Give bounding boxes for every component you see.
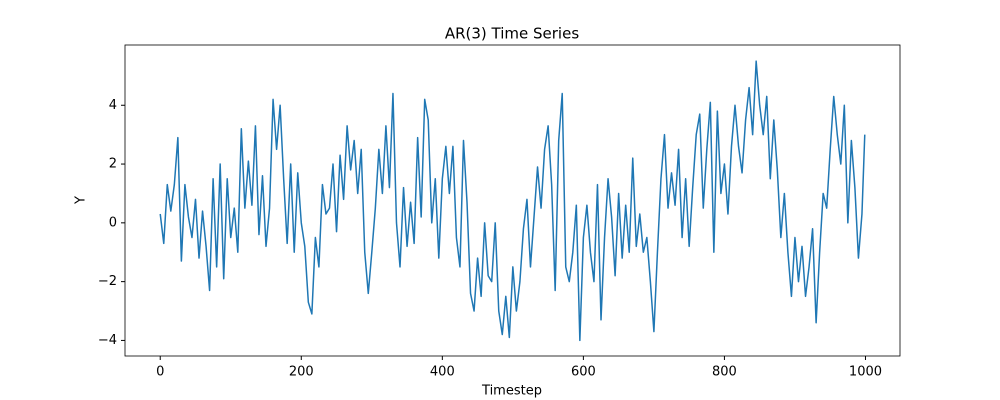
x-tick-label: 400 (430, 365, 455, 380)
x-tick-label: 1000 (849, 365, 882, 380)
y-tick-label: −4 (98, 333, 117, 348)
x-axis-label: Timestep (481, 384, 542, 399)
plot-frame (124, 44, 901, 357)
x-tick-label: 0 (156, 365, 164, 380)
y-tick-label: 4 (109, 98, 117, 113)
data-line (159, 60, 866, 342)
y-tick-label: 0 (109, 215, 117, 230)
y-tick-label: −2 (98, 274, 117, 289)
x-tick-label: 600 (571, 365, 596, 380)
y-tick-label: 2 (109, 157, 117, 172)
x-tick-label: 800 (712, 365, 737, 380)
chart-title: AR(3) Time Series (445, 25, 579, 43)
y-axis-label: Y (74, 196, 89, 205)
x-tick-label: 200 (289, 365, 314, 380)
